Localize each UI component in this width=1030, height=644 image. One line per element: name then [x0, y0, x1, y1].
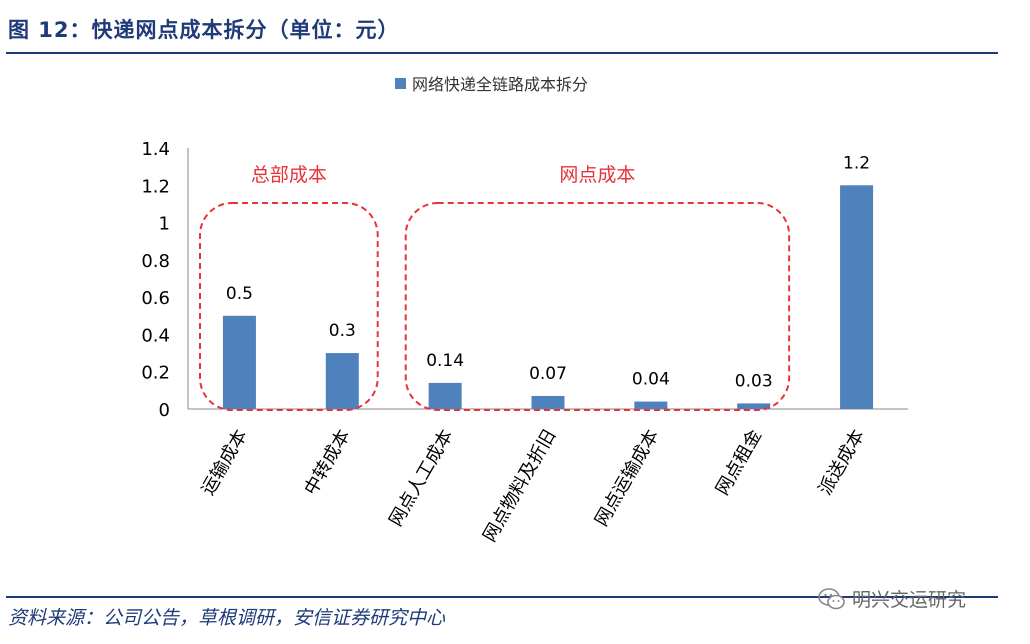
x-tick-label: 网点物料及折旧 — [479, 426, 560, 546]
x-tick-label: 网点租金 — [712, 426, 766, 499]
bar — [634, 401, 668, 409]
data-label: 0.03 — [735, 371, 773, 391]
data-label: 0.04 — [632, 370, 670, 390]
annotation-label: 总部成本 — [251, 164, 327, 186]
bar — [428, 382, 462, 409]
figure-title: 图 12：快递网点成本拆分（单位：元） — [8, 18, 400, 42]
annotation-label: 网点成本 — [559, 164, 635, 186]
bar — [840, 185, 874, 409]
bar — [531, 395, 565, 409]
x-tick-label: 中转成本 — [300, 426, 354, 499]
data-label: 1.2 — [843, 153, 870, 173]
y-tick-label: 0.4 — [141, 325, 170, 346]
wechat-icon — [818, 587, 845, 609]
legend-label: 网络快递全链路成本拆分 — [412, 75, 588, 94]
footer-rule — [6, 596, 998, 598]
y-tick-label: 0 — [159, 400, 170, 421]
data-label: 0.3 — [329, 321, 356, 341]
x-tick-label: 网点运输成本 — [591, 426, 663, 530]
bar-chart: 网络快递全链路成本拆分 0 0.2 0.4 0.6 0.8 1 1.2 1.4 0.5 运输成本 0.… — [141, 75, 908, 546]
bar — [737, 403, 771, 409]
bar — [222, 315, 256, 409]
data-label: 0.07 — [529, 364, 567, 384]
y-tick-label: 0.6 — [141, 288, 170, 309]
y-tick-label: 0.2 — [141, 363, 170, 384]
watermark-text: 明兴交运研究 — [852, 589, 967, 611]
x-tick-label: 运输成本 — [198, 426, 252, 499]
annotation-box — [199, 202, 379, 411]
y-tick-label: 0.8 — [141, 251, 170, 272]
annotation-box — [404, 202, 791, 411]
y-tick-label: 1.4 — [141, 139, 170, 160]
title-rule — [6, 52, 998, 54]
y-tick-label: 1 — [159, 214, 170, 235]
data-label: 0.14 — [426, 351, 464, 371]
y-tick-label: 1.2 — [141, 176, 170, 197]
x-tick-label: 派送成本 — [815, 426, 869, 499]
source-note: 资料来源：公司公告，草根调研，安信证券研究中心 — [8, 607, 446, 629]
watermark: 明兴交运研究 — [818, 585, 966, 612]
x-tick-label: 网点人工成本 — [385, 426, 457, 530]
legend-swatch — [395, 78, 406, 89]
bar — [325, 353, 359, 409]
data-label: 0.5 — [226, 284, 253, 304]
